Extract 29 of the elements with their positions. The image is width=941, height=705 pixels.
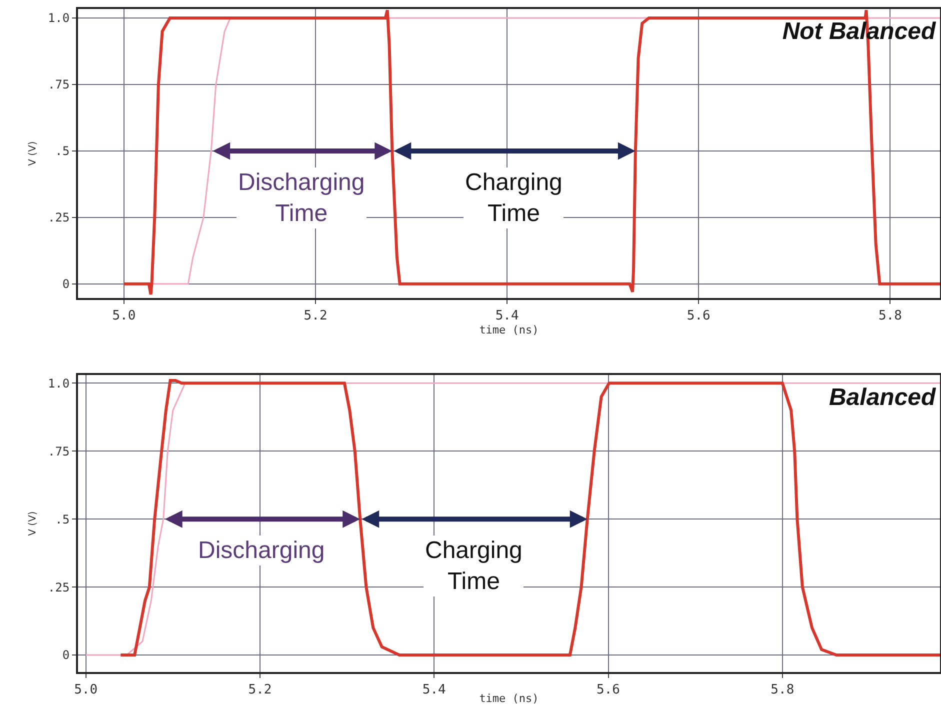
- chart-title: Balanced: [828, 384, 938, 412]
- y-axis-title: V (V): [27, 141, 38, 166]
- x-axis-title: time (ns): [479, 324, 539, 337]
- x-tick-label: 5.4: [422, 682, 446, 698]
- y-tick-label: 0: [62, 277, 70, 292]
- x-tick-label: 5.2: [248, 682, 272, 698]
- y-tick-label: .5: [55, 512, 70, 526]
- y-tick-label: .75: [48, 78, 70, 92]
- x-tick-label: 5.8: [878, 308, 902, 324]
- y-tick-label: 1.0: [48, 11, 70, 26]
- x-tick-label: 5.2: [304, 308, 328, 324]
- y-tick-label: .25: [48, 580, 70, 594]
- y-tick-label: 0: [62, 648, 70, 662]
- y-axis-title: V (V): [27, 511, 38, 536]
- x-tick-label: 5.8: [770, 682, 794, 698]
- y-tick-label: .5: [55, 144, 70, 158]
- x-tick-label: 5.4: [495, 308, 519, 324]
- y-tick-label: .25: [48, 210, 70, 225]
- x-tick-label: 5.0: [112, 308, 136, 324]
- x-tick-label: 5.6: [686, 308, 710, 324]
- annotation: Discharging Time: [238, 169, 365, 228]
- x-tick-label: 5.0: [74, 682, 98, 698]
- annotation: Discharging: [198, 537, 325, 564]
- annotation: Charging Time: [465, 169, 562, 228]
- x-axis-title: time (ns): [479, 692, 539, 705]
- y-tick-label: 1.0: [48, 376, 70, 390]
- annotation: Charging Time: [425, 537, 522, 596]
- y-tick-label: .75: [48, 444, 70, 458]
- x-tick-label: 5.6: [596, 682, 620, 698]
